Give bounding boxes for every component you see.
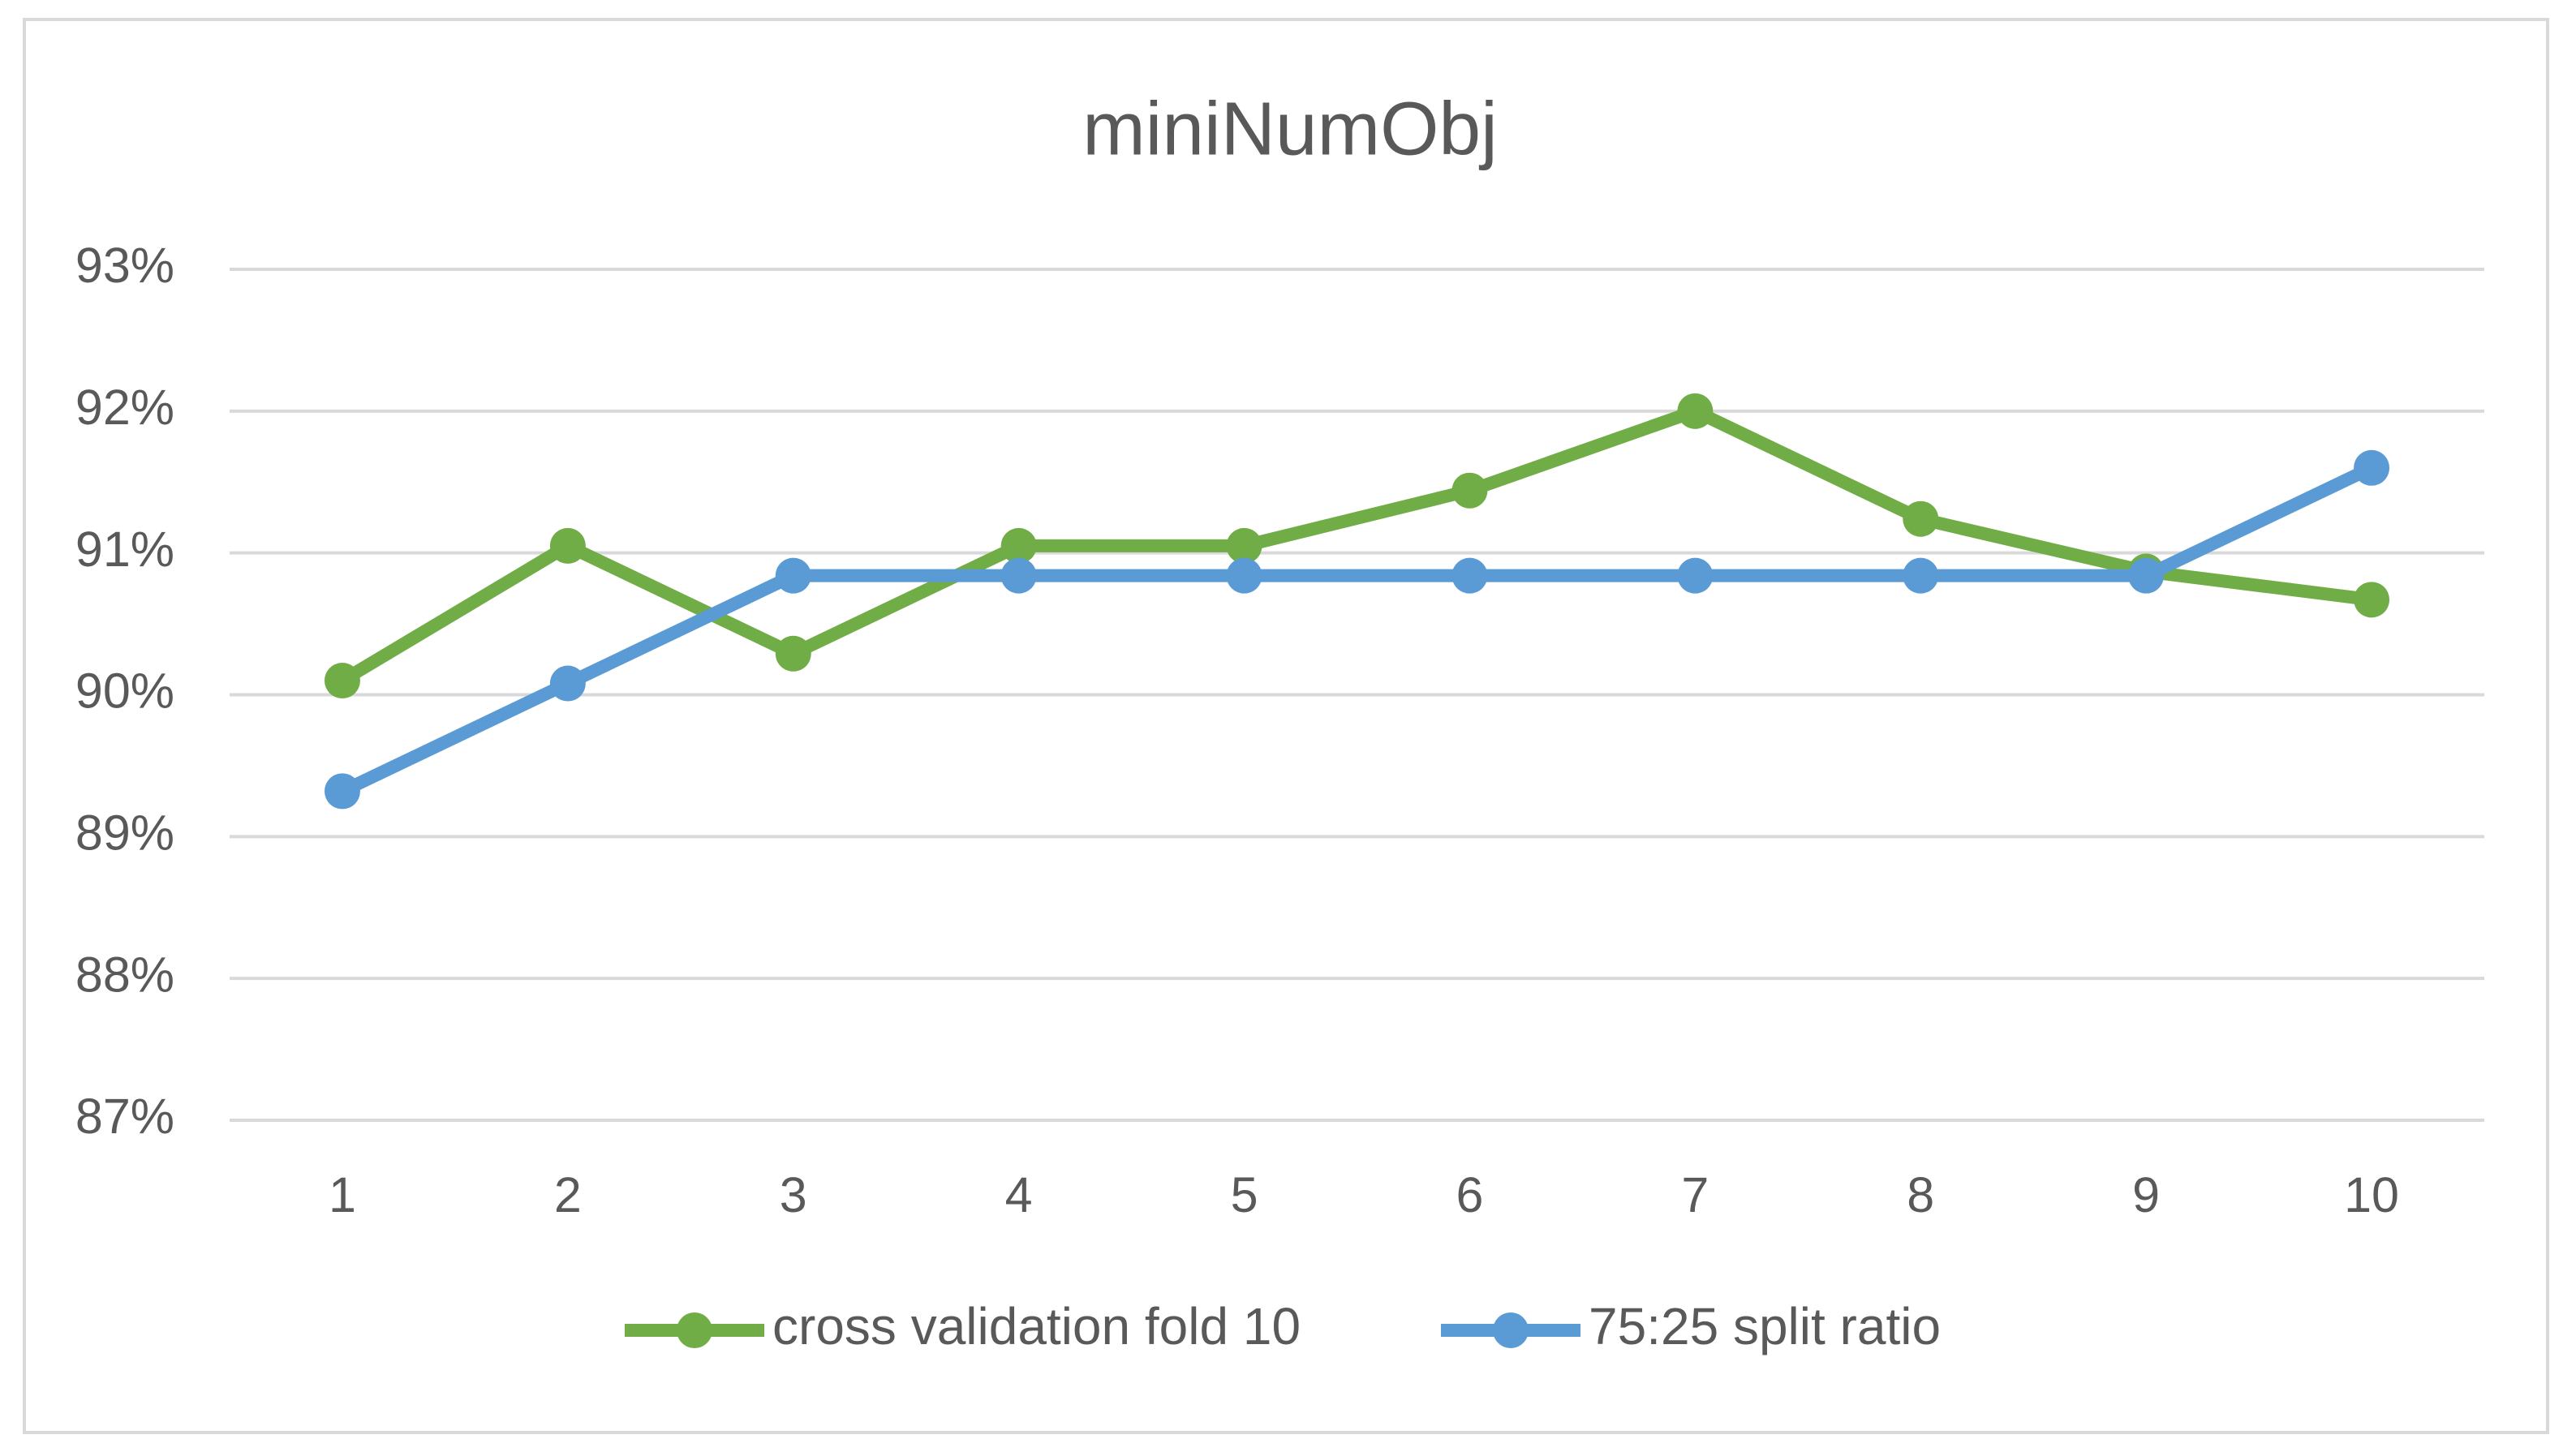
y-tick-label: 88% [75, 947, 174, 1002]
data-point [2354, 449, 2390, 486]
legend-label: cross validation fold 10 [772, 1297, 1301, 1355]
legend-label: 75:25 split ratio [1589, 1297, 1941, 1355]
data-point [1677, 557, 1714, 594]
y-tick-label: 92% [75, 380, 174, 435]
x-tick-label: 10 [2344, 1167, 2399, 1222]
y-tick-label: 87% [75, 1089, 174, 1144]
y-tick-label: 90% [75, 664, 174, 719]
data-point [324, 773, 360, 810]
series-line [339, 462, 2375, 797]
y-tick-label: 91% [75, 522, 174, 577]
data-point [1226, 557, 1262, 594]
x-tick-label: 5 [1231, 1167, 1258, 1222]
x-tick-label: 8 [1907, 1167, 1934, 1222]
data-point [2128, 557, 2165, 594]
data-point [1000, 557, 1037, 594]
x-tick-label: 2 [554, 1167, 582, 1222]
x-tick-label: 4 [1005, 1167, 1033, 1222]
data-point [1903, 500, 1939, 537]
chart-title: miniNumObj [1082, 87, 1498, 171]
series-line [338, 404, 2373, 686]
x-tick-label: 6 [1456, 1167, 1483, 1222]
data-point [1451, 557, 1488, 594]
data-point [775, 557, 811, 594]
chart-border [23, 18, 2549, 1434]
legend-marker [1493, 1312, 1529, 1348]
data-point [549, 527, 586, 564]
x-tick-label: 7 [1681, 1167, 1709, 1222]
x-tick-label: 9 [2132, 1167, 2160, 1222]
x-tick-label: 3 [780, 1167, 807, 1222]
y-tick-label: 93% [75, 238, 174, 293]
data-point [549, 665, 586, 702]
data-point [1903, 557, 1939, 594]
legend-marker [677, 1312, 712, 1348]
y-tick-label: 89% [75, 805, 174, 860]
data-point [1226, 527, 1262, 564]
data-point [1000, 527, 1037, 564]
data-point [2354, 582, 2390, 618]
data-point [775, 635, 811, 672]
data-point [324, 663, 360, 699]
x-tick-label: 1 [329, 1167, 356, 1222]
data-point [1677, 393, 1714, 429]
data-point [1451, 472, 1488, 509]
